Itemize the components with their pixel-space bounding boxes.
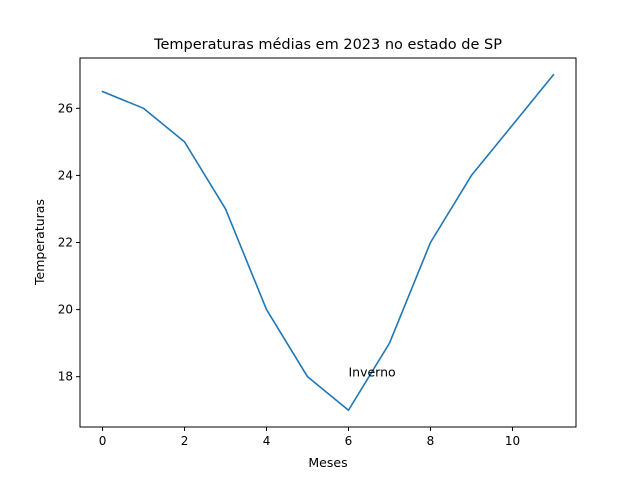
chart-title: Temperaturas médias em 2023 no estado de… (153, 37, 502, 53)
y-axis-label: Temperaturas (32, 199, 47, 286)
x-tick-label: 6 (345, 434, 353, 448)
y-tick-label: 18 (58, 370, 73, 384)
y-tick-label: 22 (58, 236, 73, 250)
x-tick-label: 4 (263, 434, 271, 448)
x-tick-label: 8 (427, 434, 435, 448)
x-tick-label: 0 (99, 434, 107, 448)
y-tick-label: 24 (58, 168, 73, 182)
annotations: Inverno (348, 365, 395, 380)
x-axis-label: Meses (308, 455, 347, 470)
plot-area (79, 57, 577, 428)
annotation-label: Inverno (348, 365, 395, 380)
x-tick-label: 2 (181, 434, 189, 448)
x-axis-ticks: 0 2 4 6 8 10 (99, 427, 520, 448)
axes-frame (79, 57, 577, 428)
y-axis-ticks: 18 20 22 24 26 (58, 101, 80, 384)
y-tick-label: 26 (58, 101, 73, 115)
y-tick-label: 20 (58, 303, 73, 317)
series-line-0 (101, 73, 555, 412)
x-tick-label: 10 (505, 434, 520, 448)
